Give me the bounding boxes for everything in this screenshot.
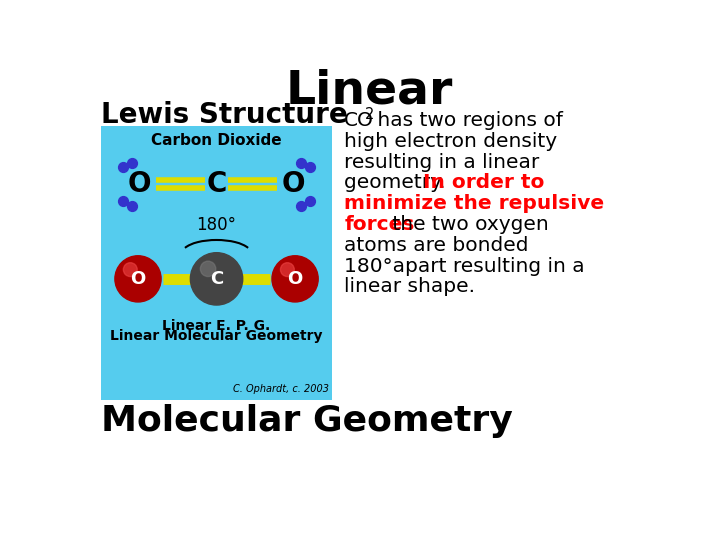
Text: In order to: In order to [423, 173, 544, 192]
Point [295, 201, 307, 210]
Point [117, 197, 128, 205]
Text: geometry.: geometry. [344, 173, 459, 192]
Point [295, 158, 307, 167]
Circle shape [272, 256, 318, 302]
Text: O: O [282, 170, 305, 198]
Text: Carbon Dioxide: Carbon Dioxide [151, 132, 282, 147]
Point [305, 197, 316, 205]
Text: C: C [207, 170, 227, 198]
Point [126, 158, 138, 167]
Text: Molecular Geometry: Molecular Geometry [101, 403, 513, 437]
Text: Linear E. P. G.: Linear E. P. G. [163, 319, 271, 333]
Text: high electron density: high electron density [344, 132, 557, 151]
Point [126, 201, 138, 210]
Text: CO: CO [344, 111, 374, 130]
Text: linear shape.: linear shape. [344, 278, 475, 296]
Text: O: O [287, 270, 302, 288]
Circle shape [200, 261, 216, 276]
Text: 180°apart resulting in a: 180°apart resulting in a [344, 256, 585, 275]
Text: minimize the repulsive: minimize the repulsive [344, 194, 605, 213]
Text: O: O [127, 170, 151, 198]
Text: resulting in a linear: resulting in a linear [344, 153, 539, 172]
Circle shape [281, 262, 294, 276]
Text: O: O [130, 270, 145, 288]
Text: the two oxygen: the two oxygen [386, 215, 549, 234]
Text: has two regions of: has two regions of [371, 111, 562, 130]
Circle shape [123, 262, 138, 276]
Text: C: C [210, 270, 223, 288]
Point [305, 163, 316, 172]
Circle shape [190, 253, 243, 305]
Text: Linear Molecular Geometry: Linear Molecular Geometry [110, 329, 323, 343]
Circle shape [115, 256, 161, 302]
Text: atoms are bonded: atoms are bonded [344, 236, 529, 255]
Text: 2: 2 [364, 107, 374, 122]
Point [117, 163, 128, 172]
Text: 180°: 180° [197, 217, 237, 234]
Text: forces: forces [344, 215, 415, 234]
Text: Linear: Linear [285, 69, 453, 113]
Text: C. Ophardt, c. 2003: C. Ophardt, c. 2003 [233, 384, 329, 394]
Bar [101, 126, 332, 400]
Text: Lewis Structure: Lewis Structure [101, 101, 348, 129]
